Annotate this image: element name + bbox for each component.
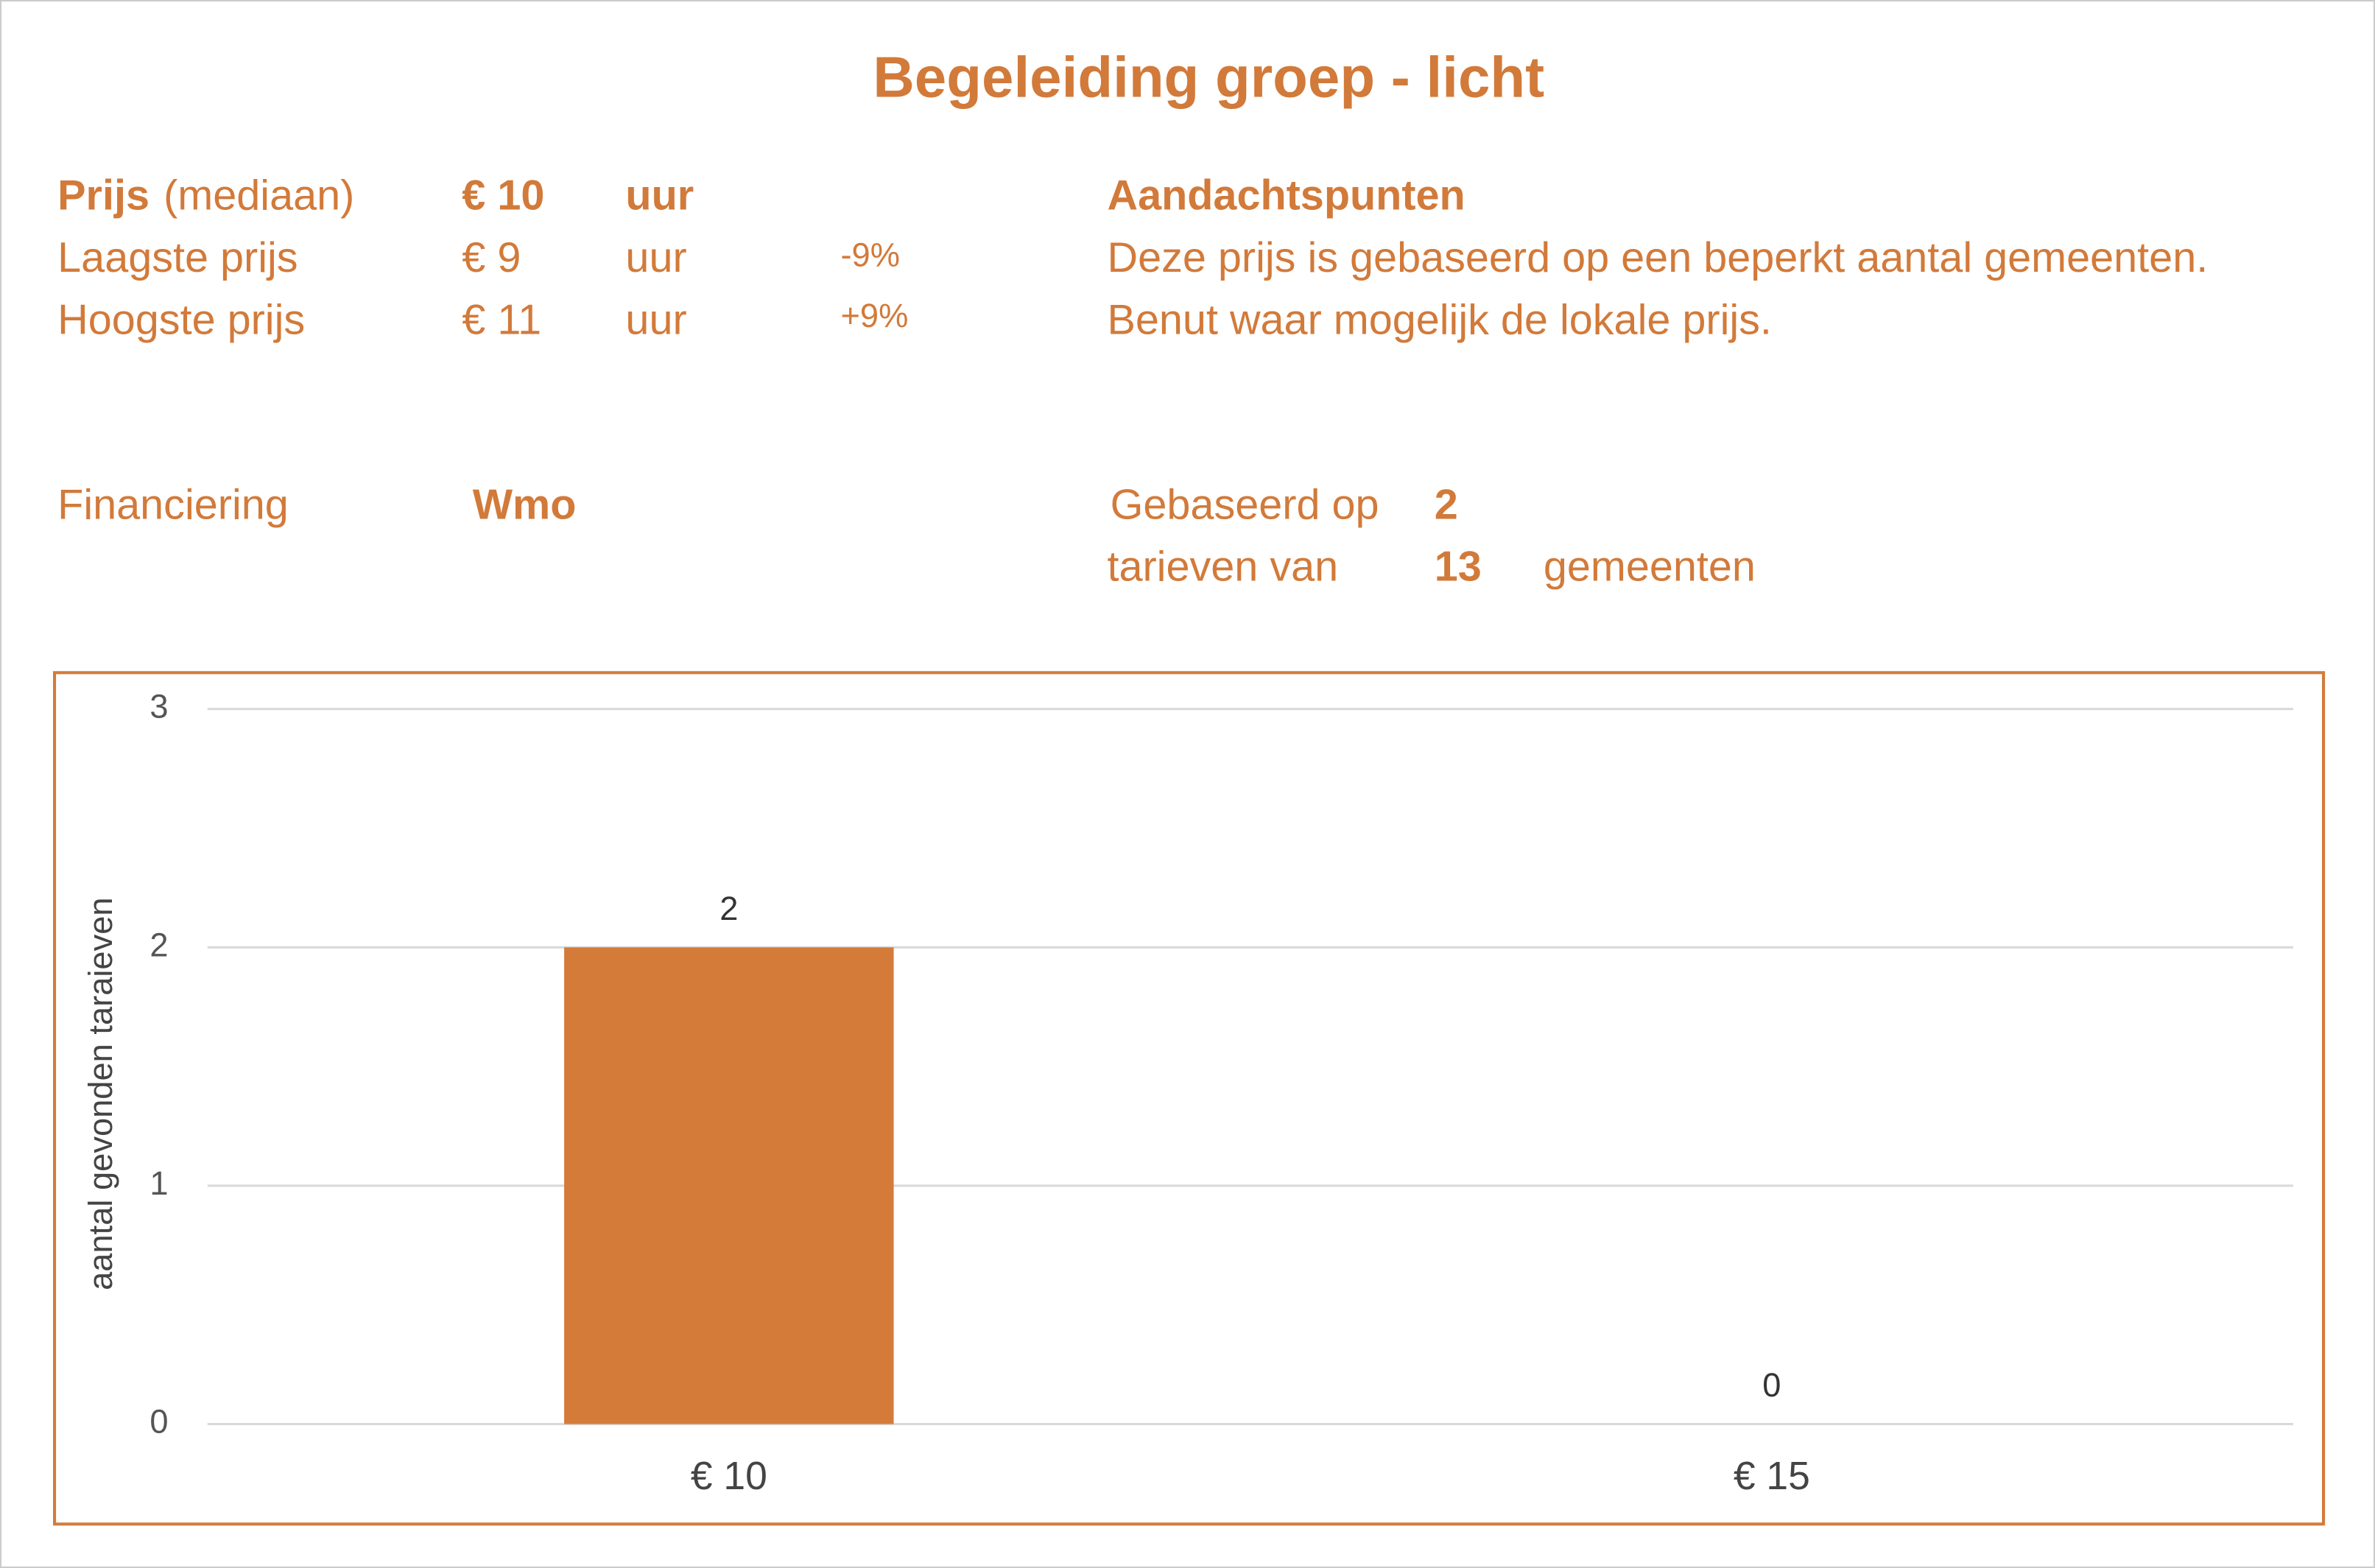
notes-line: Benut waar mogelijk de lokale prijs.	[1107, 296, 1771, 343]
price-unit: uur	[625, 172, 694, 219]
x-tick-label: € 10	[691, 1455, 767, 1498]
basis-municipalities: 13	[1435, 544, 1482, 591]
price-unit: uur	[625, 296, 686, 343]
price-change: +9%	[841, 297, 909, 334]
y-tick-label: 0	[149, 1403, 168, 1441]
financing-label: Financiering	[57, 481, 289, 528]
basis-text: tarieven van	[1107, 544, 1338, 591]
y-tick-label: 2	[149, 926, 168, 963]
price-value: € 9	[462, 234, 521, 281]
basis-text: Gebaseerd op	[1111, 481, 1379, 528]
price-unit: uur	[625, 234, 686, 281]
title: Begeleiding groep - licht	[873, 45, 1544, 110]
basis-count: 2	[1435, 481, 1458, 528]
price-label: Laagste prijs	[57, 234, 298, 281]
x-tick-label: € 15	[1734, 1455, 1810, 1498]
plot: 0 1 2 3 € 10 2 € 15 0	[149, 688, 2293, 1498]
price-label: Prijs	[57, 172, 149, 219]
data-label: 2	[719, 890, 738, 927]
price-value: € 10	[462, 172, 544, 219]
notes-line: Deze prijs is gebaseerd op een beperkt a…	[1107, 234, 2208, 281]
price-change: -9%	[841, 236, 900, 274]
notes-heading: Aandachtspunten	[1107, 172, 1465, 219]
financing-value: Wmo	[473, 481, 577, 528]
price-value: € 11	[462, 296, 541, 343]
price-qualifier: (mediaan)	[163, 172, 354, 219]
y-axis-label: aantal gevonden taraieven	[82, 897, 119, 1290]
y-tick-label: 3	[149, 688, 168, 725]
bar	[564, 947, 894, 1424]
y-tick-label: 1	[149, 1164, 168, 1202]
chart-frame	[52, 671, 2326, 1526]
price-label: Hoogste prijs	[57, 296, 305, 343]
basis-unit: gemeenten	[1544, 544, 1756, 591]
data-label: 0	[1762, 1366, 1781, 1404]
